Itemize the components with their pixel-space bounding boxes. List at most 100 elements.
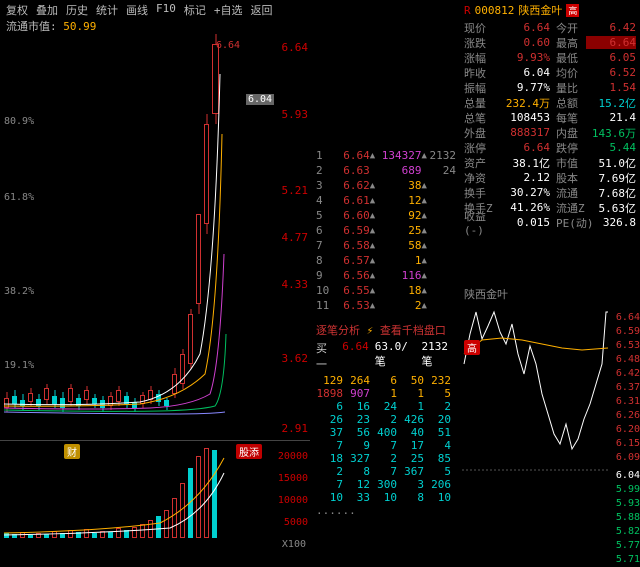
- analysis-row: 6162412: [316, 400, 456, 413]
- volume-bar: [84, 529, 89, 538]
- mini-y-label: 6.09: [616, 452, 640, 463]
- mcap-label: 流通市值:: [6, 20, 57, 33]
- analysis-row: 1898907115: [316, 387, 456, 400]
- mini-y-label: 5.99: [616, 484, 640, 495]
- volume-unit: X100: [282, 539, 306, 550]
- y-label: 3.62: [282, 352, 309, 365]
- info-row: 涨停6.64跌停5.44: [464, 140, 636, 155]
- info-row: 换手30.27%流通7.68亿: [464, 185, 636, 200]
- volume-bar: [132, 527, 137, 538]
- mini-stock-name: 陕西金叶: [460, 284, 640, 304]
- tick-row: 16.64▲134327▲2132: [316, 148, 456, 163]
- tick-row: 56.60▲92▲: [316, 208, 456, 223]
- info-row: 资产38.1亿市值51.0亿: [464, 155, 636, 170]
- tick-row: 66.59▲25▲: [316, 223, 456, 238]
- buy-one-row: 买一 6.64 63.0/笔 2132笔: [316, 340, 456, 372]
- volume-bar: [116, 528, 121, 538]
- trade-analysis[interactable]: 逐笔分析 ⚡ 查看千档盘口 买一 6.64 63.0/笔 2132笔 12926…: [316, 322, 456, 517]
- volume-bar: [20, 532, 25, 538]
- y-label: 6.64: [282, 41, 309, 54]
- info-row: 涨跌0.60最高6.64: [464, 35, 636, 50]
- top-menu: 复权叠加历史统计画线 F10 标记 +自选返回: [0, 0, 279, 18]
- info-row: 振幅9.77%量比1.54: [464, 80, 636, 95]
- mini-tag: 高: [464, 340, 480, 355]
- volume-bar: [148, 520, 153, 538]
- y-label: 5.93: [282, 108, 309, 121]
- bolt-icon: ⚡: [367, 324, 380, 337]
- volume-bar: [124, 530, 129, 538]
- volume-bar: [4, 533, 9, 538]
- menu-item[interactable]: 历史: [66, 2, 88, 16]
- mini-y-label: 6.42: [616, 368, 640, 379]
- mini-y-label: 6.59: [616, 326, 640, 337]
- mini-y-label: 5.77: [616, 540, 640, 551]
- info-row: 总笔108453每笔21.4: [464, 110, 636, 125]
- tick-row: 116.53▲2▲: [316, 298, 456, 313]
- intraday-chart[interactable]: 陕西金叶 6.646.596.536.486.426.376.316.266.2…: [460, 284, 640, 554]
- candlestick-chart[interactable]: 6.645.935.214.774.333.622.91 80.9%61.8%3…: [0, 34, 310, 424]
- analysis-row: 7123003206: [316, 478, 456, 491]
- info-row: 现价6.64今开6.42: [464, 20, 636, 35]
- price-tag: 6.04: [246, 94, 274, 105]
- vol-y-label: 20000: [278, 451, 308, 462]
- mini-y-label: 6.53: [616, 340, 640, 351]
- mini-y-label: 5.93: [616, 498, 640, 509]
- volume-bar: [108, 532, 113, 538]
- volume-bar: [12, 534, 17, 538]
- info-row: 外盘888317内盘143.6万: [464, 125, 636, 140]
- volume-bar: [28, 535, 33, 538]
- mini-y-label: 6.48: [616, 354, 640, 365]
- fib-label: 80.9%: [4, 116, 34, 127]
- menu-item[interactable]: +自选: [214, 2, 243, 16]
- volume-bar: [196, 456, 201, 538]
- volume-bar: [172, 498, 177, 538]
- analysis-row: 2623242620: [316, 413, 456, 426]
- stock-name: 陕西金叶: [518, 2, 562, 18]
- y-label: 5.21: [282, 184, 309, 197]
- info-row: 涨幅9.93%最低6.05: [464, 50, 636, 65]
- menu-item[interactable]: 画线: [126, 2, 148, 16]
- info-row: 净资2.12股本7.69亿: [464, 170, 636, 185]
- analysis-row: 2873675: [316, 465, 456, 478]
- stock-info-panel: R 000812 陕西金叶 高 现价6.64今开6.42涨跌0.60最高6.64…: [460, 0, 640, 230]
- info-row: 昨收6.04均价6.52: [464, 65, 636, 80]
- fib-label: 61.8%: [4, 192, 34, 203]
- tick-row: 86.57▲1▲: [316, 253, 456, 268]
- vol-y-label: 10000: [278, 495, 308, 506]
- tick-row: 46.61▲12▲: [316, 193, 456, 208]
- info-row: 总量232.4万总额15.2亿: [464, 95, 636, 110]
- menu-item[interactable]: 返回: [251, 2, 273, 16]
- fib-label: 19.1%: [4, 360, 34, 371]
- menu-item[interactable]: 统计: [96, 2, 118, 16]
- tick-row: 106.55▲18▲: [316, 283, 456, 298]
- stock-code: 000812: [475, 4, 515, 17]
- volume-chart[interactable]: 2000015000100005000 X100: [0, 440, 310, 550]
- analysis-row: 129264650232: [316, 374, 456, 387]
- volume-bar: [60, 533, 65, 538]
- menu-item[interactable]: 标记: [184, 2, 206, 16]
- analysis-row: ......: [316, 504, 456, 517]
- volume-bar: [156, 516, 161, 538]
- mini-y-label: 5.88: [616, 512, 640, 523]
- analysis-row: 797174: [316, 439, 456, 452]
- peak-label: 6.64: [216, 40, 240, 51]
- stock-tag: 高: [566, 4, 579, 17]
- tick-list[interactable]: 16.64▲134327▲213226.636892436.62▲38▲46.6…: [316, 148, 456, 313]
- mini-y-label: 6.64: [616, 312, 640, 323]
- volume-bar: [140, 524, 145, 538]
- tick-row: 76.58▲58▲: [316, 238, 456, 253]
- volume-bar: [100, 531, 105, 538]
- y-label: 4.33: [282, 278, 309, 291]
- menu-item[interactable]: 叠加: [36, 2, 58, 16]
- menu-item[interactable]: 复权: [6, 2, 28, 16]
- volume-bar: [92, 533, 97, 538]
- fib-label: 38.2%: [4, 286, 34, 297]
- volume-bar: [180, 483, 185, 538]
- analysis-header: 逐笔分析 ⚡ 查看千档盘口: [316, 322, 456, 338]
- tick-row: 96.56▲116▲: [316, 268, 456, 283]
- mini-y-label: 6.20: [616, 424, 640, 435]
- menu-item[interactable]: F10: [156, 2, 176, 16]
- tick-row: 26.6368924: [316, 163, 456, 178]
- volume-bar: [36, 533, 41, 538]
- market-cap: 流通市值: 50.99: [6, 18, 96, 34]
